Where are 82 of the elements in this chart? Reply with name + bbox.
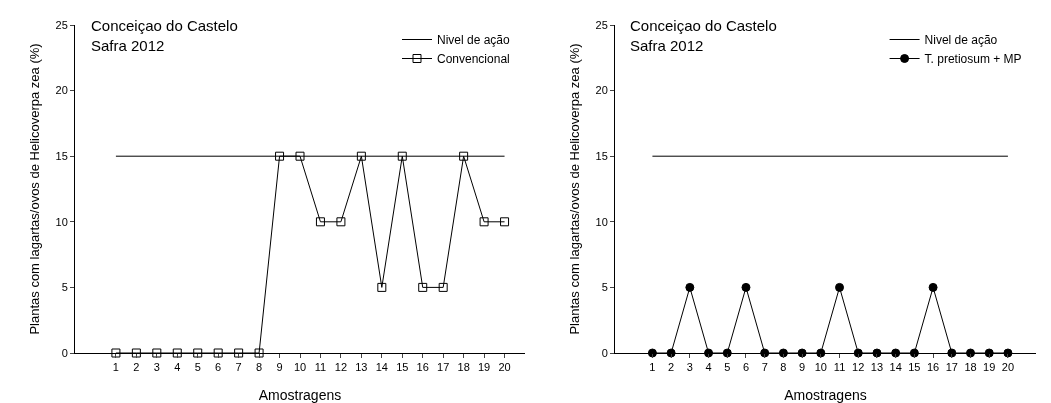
x-tick-label: 2 [133, 361, 140, 374]
point [479, 217, 489, 227]
x-tick-label: 8 [780, 361, 787, 374]
x-tick-label: 11 [833, 361, 846, 374]
point [459, 151, 469, 161]
point [295, 151, 305, 161]
x-tick-label: 7 [235, 361, 242, 374]
x-tick-label: 10 [293, 361, 307, 374]
y-tick-label: 5 [61, 281, 68, 294]
y-tick-label: 15 [595, 150, 608, 163]
y-tick-label: 20 [595, 84, 608, 97]
legend-label: Nivel de ação [437, 33, 511, 48]
y-tick-label: 15 [55, 150, 68, 163]
x-tick-label: 16 [926, 361, 940, 374]
x-tick-label: 19 [477, 361, 491, 374]
point [254, 348, 264, 358]
x-tick-label: 17 [437, 361, 450, 374]
x-tick-label: 15 [396, 361, 409, 374]
x-tick-label: 20 [1001, 361, 1015, 374]
y-tick-label: 0 [61, 346, 68, 359]
y-axis-title: Plantas com lagartas/ovos de Helicoverpa zea (%) [27, 43, 42, 335]
y-tick-label: 20 [55, 84, 68, 97]
x-tick-label: 19 [983, 361, 996, 374]
point [152, 348, 162, 358]
x-tick-label: 9 [276, 361, 283, 374]
legend-label: Convencional [437, 52, 510, 67]
x-tick-label: 18 [457, 361, 470, 374]
x-tick-label: 9 [799, 361, 806, 374]
point [172, 348, 182, 358]
point [397, 151, 407, 161]
y-tick-label: 25 [55, 18, 68, 31]
x-tick-label: 6 [742, 361, 750, 374]
y-tick-label: 5 [601, 281, 608, 294]
x-tick-label: 1 [649, 361, 656, 374]
point [377, 282, 387, 292]
x-tick-label: 12 [334, 361, 348, 374]
x-tick-label: 15 [908, 361, 921, 374]
point [438, 282, 448, 292]
legend-label: Nivel de ação [924, 33, 998, 48]
legend-label: T. pretiosum + MP [924, 52, 1022, 67]
x-tick-label: 5 [724, 361, 731, 374]
point [356, 151, 366, 161]
x-tick-label: 8 [256, 361, 263, 374]
x-tick-label: 5 [194, 361, 201, 374]
x-tick-label: 18 [964, 361, 977, 374]
y-tick-label: 0 [601, 346, 608, 359]
x-axis-title: Amostragens [258, 387, 342, 403]
point [500, 217, 510, 227]
x-tick-label: 1 [112, 361, 119, 374]
x-tick-label: 10 [814, 361, 827, 374]
x-tick-label: 4 [705, 361, 712, 374]
x-tick-label: 4 [174, 361, 181, 374]
y-axis-title: Plantas com lagartas/ovos de Helicoverpa zea (%) [567, 43, 582, 335]
point [213, 348, 223, 358]
x-tick-label: 20 [498, 361, 511, 374]
x-tick-label: 17 [945, 361, 958, 374]
x-tick-label: 14 [889, 361, 902, 374]
x-tick-label: 2 [668, 361, 675, 374]
chart-title: Conceiçao do Castelo Safra 2012 [91, 17, 238, 54]
point [131, 348, 141, 358]
point [336, 217, 346, 227]
x-axis-title: Amostragens [784, 387, 867, 403]
x-tick-label: 13 [355, 361, 368, 374]
chart-title: Conceiçao do Castelo Safra 2012 [630, 17, 777, 54]
point [193, 348, 203, 358]
x-tick-label: 11 [314, 361, 327, 374]
y-tick-label: 10 [55, 215, 68, 228]
x-tick-label: 13 [870, 361, 884, 374]
x-tick-label: 6 [215, 361, 222, 374]
point [315, 217, 325, 227]
y-tick-label: 25 [595, 18, 608, 31]
point [275, 151, 285, 161]
y-tick-label: 10 [595, 215, 608, 228]
point [111, 348, 121, 358]
x-tick-label: 3 [153, 361, 160, 374]
point [234, 348, 244, 358]
x-tick-label: 14 [375, 361, 388, 374]
x-tick-label: 12 [852, 361, 865, 374]
x-tick-label: 3 [686, 361, 693, 374]
x-tick-label: 16 [416, 361, 429, 374]
point [418, 282, 428, 292]
x-tick-label: 7 [761, 361, 768, 374]
